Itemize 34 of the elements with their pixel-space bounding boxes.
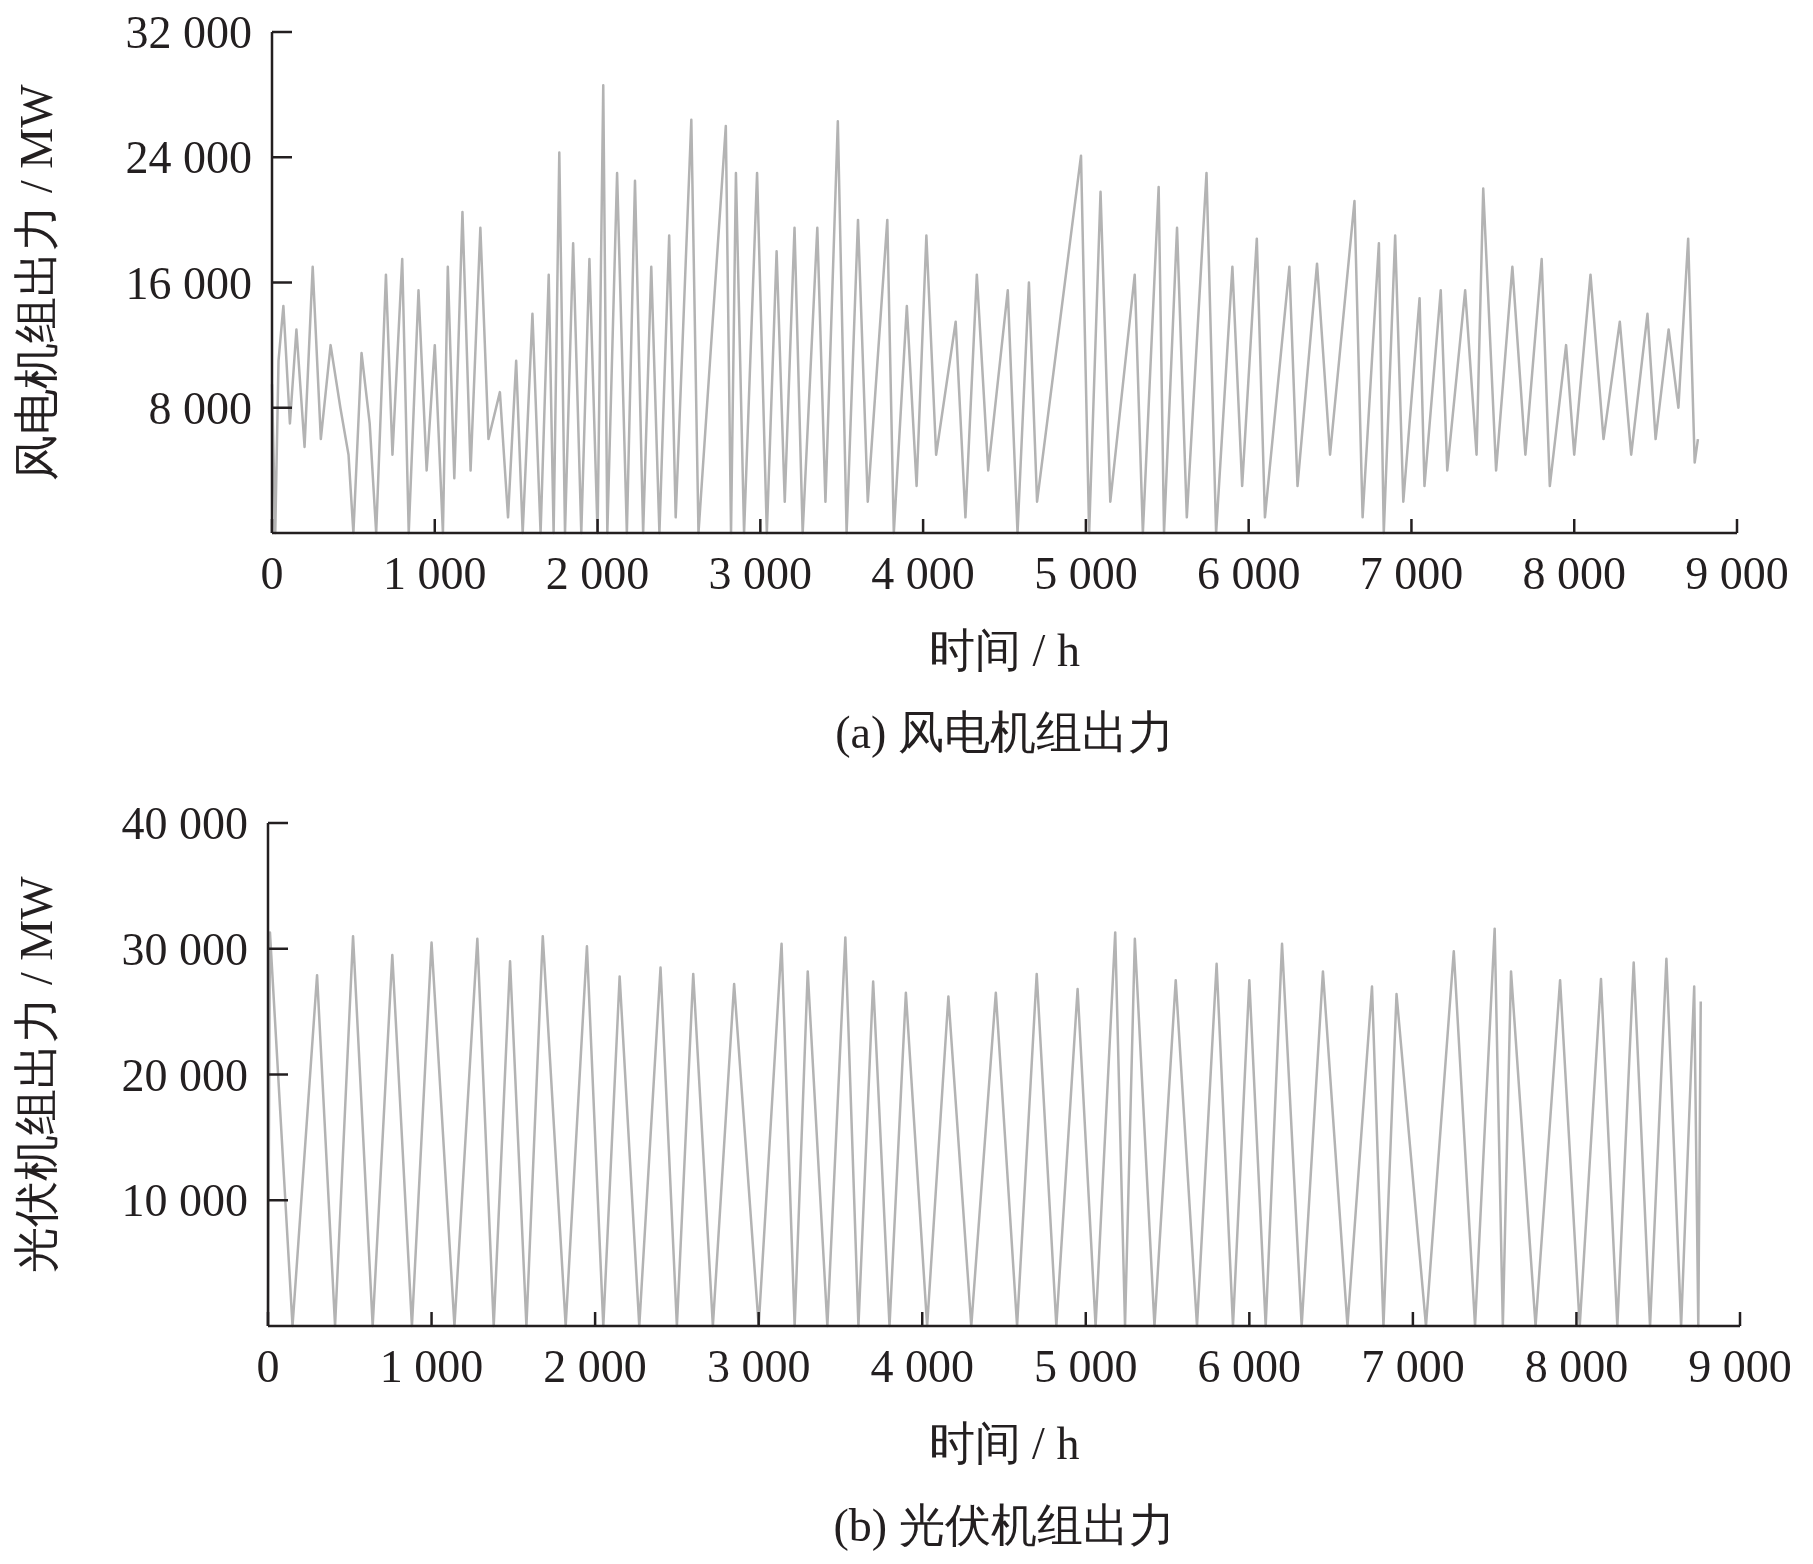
x-tick-label: 2 000 <box>545 548 650 599</box>
x-tick-label: 5 000 <box>1034 548 1138 599</box>
x-tick-label: 3 000 <box>708 548 813 599</box>
x-tick-label: 1 000 <box>379 1341 484 1392</box>
x-tick-label: 6 000 <box>1197 1341 1302 1392</box>
y-tick-label: 16 000 <box>125 257 252 309</box>
text: (a) 风电机组出力 <box>835 707 1174 758</box>
y-tick-label: 20 000 <box>121 1049 248 1101</box>
x-axis-title: 时间 / h <box>928 1418 1080 1469</box>
x-tick-label: 9 000 <box>1688 1341 1792 1392</box>
x-tick-label: 5 000 <box>1034 1341 1138 1392</box>
text: (b) 光伏机组出力 <box>833 1500 1175 1551</box>
x-tick-label: 8 000 <box>1524 1341 1629 1392</box>
x-tick-label: 2 000 <box>543 1341 647 1392</box>
x-tick-label: 4 000 <box>871 548 975 599</box>
x-tick-label: 6 000 <box>1196 548 1301 599</box>
x-tick-label: 8 000 <box>1522 548 1626 599</box>
x-tick-label: 7 000 <box>1361 1341 1465 1392</box>
y-axis-title: 光伏机组出力 / MW <box>11 875 62 1273</box>
y-tick-label: 30 000 <box>121 923 248 975</box>
y-axis-title: 风电机组出力 / MW <box>11 83 62 481</box>
y-tick-label: 40 000 <box>121 798 248 849</box>
y-tick-label: 10 000 <box>121 1175 248 1227</box>
x-tick-label: 0 <box>256 1341 280 1392</box>
x-tick-label: 9 000 <box>1685 548 1789 599</box>
x-tick-label: 3 000 <box>706 1341 811 1392</box>
x-tick-label: 1 000 <box>383 548 487 599</box>
y-tick-label: 8 000 <box>148 382 252 434</box>
x-tick-label: 0 <box>260 548 284 599</box>
x-axis-title: 时间 / h <box>929 625 1080 676</box>
y-tick-label: 32 000 <box>125 7 252 58</box>
x-tick-label: 7 000 <box>1359 548 1464 599</box>
y-tick-label: 24 000 <box>125 132 252 184</box>
x-tick-label: 4 000 <box>870 1341 974 1392</box>
